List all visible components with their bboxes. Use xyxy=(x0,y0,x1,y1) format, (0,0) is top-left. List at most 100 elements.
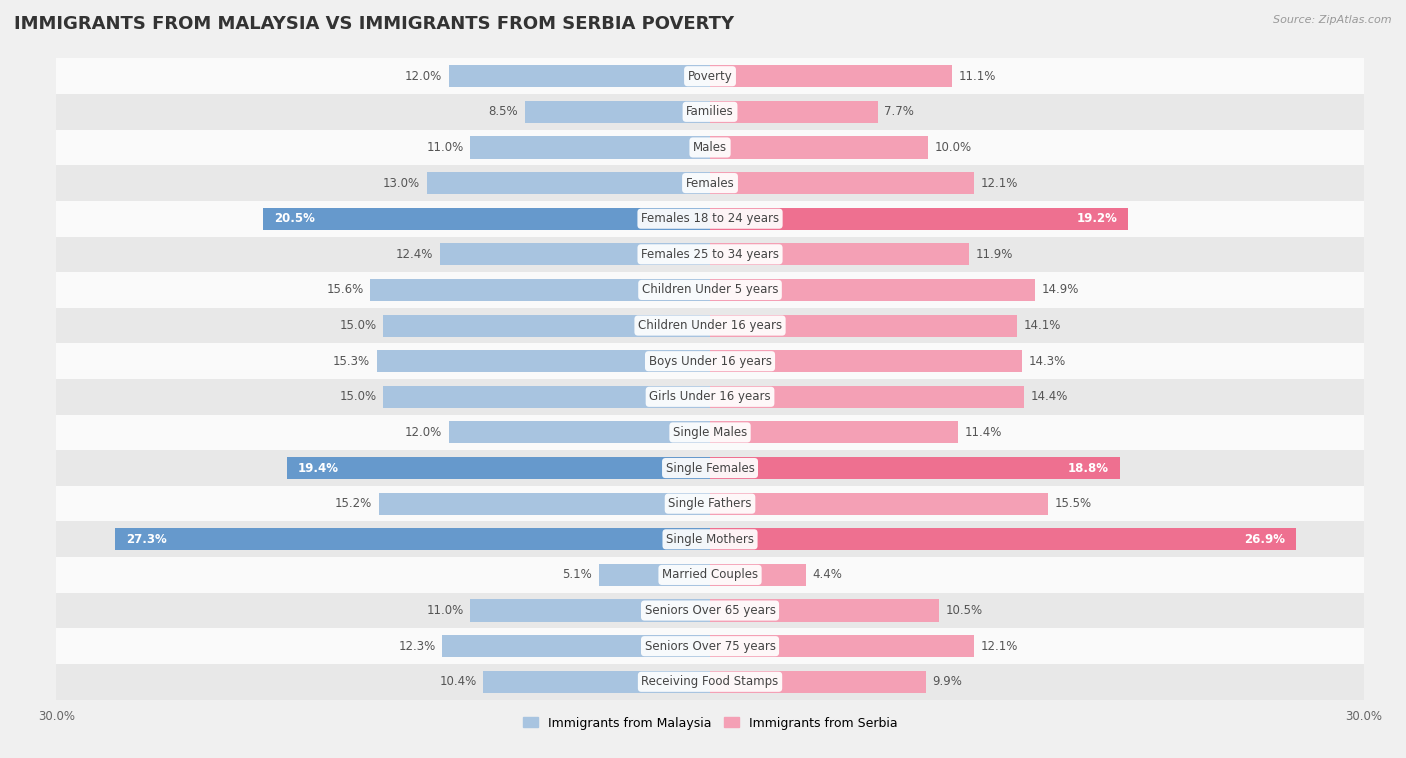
Text: 10.4%: 10.4% xyxy=(440,675,477,688)
Bar xyxy=(56,379,1364,415)
Text: Boys Under 16 years: Boys Under 16 years xyxy=(648,355,772,368)
Text: Girls Under 16 years: Girls Under 16 years xyxy=(650,390,770,403)
Bar xyxy=(710,600,939,622)
Bar xyxy=(56,236,1364,272)
Text: 12.3%: 12.3% xyxy=(398,640,436,653)
Text: 10.0%: 10.0% xyxy=(935,141,972,154)
Bar xyxy=(710,136,928,158)
Text: 12.4%: 12.4% xyxy=(396,248,433,261)
Text: 11.4%: 11.4% xyxy=(965,426,1002,439)
Bar xyxy=(441,635,710,657)
Text: 7.7%: 7.7% xyxy=(884,105,914,118)
Bar xyxy=(56,201,1364,236)
Text: Children Under 16 years: Children Under 16 years xyxy=(638,319,782,332)
Bar xyxy=(56,628,1364,664)
Text: Males: Males xyxy=(693,141,727,154)
Bar xyxy=(710,528,1296,550)
Bar xyxy=(263,208,710,230)
Text: 14.1%: 14.1% xyxy=(1024,319,1062,332)
Text: 20.5%: 20.5% xyxy=(274,212,315,225)
Text: Poverty: Poverty xyxy=(688,70,733,83)
Bar xyxy=(599,564,710,586)
Text: Females 18 to 24 years: Females 18 to 24 years xyxy=(641,212,779,225)
Text: Children Under 5 years: Children Under 5 years xyxy=(641,283,779,296)
Text: Single Males: Single Males xyxy=(673,426,747,439)
Bar xyxy=(370,279,710,301)
Text: 11.0%: 11.0% xyxy=(426,141,464,154)
Text: 10.5%: 10.5% xyxy=(945,604,983,617)
Bar xyxy=(377,350,710,372)
Text: 5.1%: 5.1% xyxy=(562,568,592,581)
Bar xyxy=(440,243,710,265)
Text: 13.0%: 13.0% xyxy=(382,177,420,190)
Text: Receiving Food Stamps: Receiving Food Stamps xyxy=(641,675,779,688)
Bar xyxy=(710,671,925,693)
Bar xyxy=(115,528,710,550)
Text: 15.2%: 15.2% xyxy=(335,497,373,510)
Text: 8.5%: 8.5% xyxy=(489,105,519,118)
Bar xyxy=(470,136,710,158)
Text: Seniors Over 65 years: Seniors Over 65 years xyxy=(644,604,776,617)
Bar xyxy=(710,457,1119,479)
Text: 14.4%: 14.4% xyxy=(1031,390,1067,403)
Text: Seniors Over 75 years: Seniors Over 75 years xyxy=(644,640,776,653)
Bar xyxy=(710,101,877,123)
Bar xyxy=(710,279,1035,301)
Bar xyxy=(710,172,974,194)
Bar xyxy=(710,386,1024,408)
Bar xyxy=(710,243,969,265)
Bar xyxy=(56,415,1364,450)
Bar xyxy=(56,664,1364,700)
Text: 15.0%: 15.0% xyxy=(339,319,377,332)
Bar xyxy=(710,635,974,657)
Text: 11.1%: 11.1% xyxy=(959,70,995,83)
Bar xyxy=(710,493,1047,515)
Text: Single Females: Single Females xyxy=(665,462,755,475)
Bar xyxy=(484,671,710,693)
Text: 14.9%: 14.9% xyxy=(1042,283,1078,296)
Text: 15.5%: 15.5% xyxy=(1054,497,1091,510)
Bar xyxy=(287,457,710,479)
Bar xyxy=(56,58,1364,94)
Bar xyxy=(710,208,1129,230)
Text: 14.3%: 14.3% xyxy=(1028,355,1066,368)
Bar xyxy=(382,386,710,408)
Bar xyxy=(56,308,1364,343)
Text: 12.1%: 12.1% xyxy=(980,640,1018,653)
Text: Source: ZipAtlas.com: Source: ZipAtlas.com xyxy=(1274,15,1392,25)
Bar xyxy=(56,343,1364,379)
Bar xyxy=(56,450,1364,486)
Text: 15.0%: 15.0% xyxy=(339,390,377,403)
Text: Females: Females xyxy=(686,177,734,190)
Bar xyxy=(710,350,1022,372)
Text: 27.3%: 27.3% xyxy=(127,533,167,546)
Text: IMMIGRANTS FROM MALAYSIA VS IMMIGRANTS FROM SERBIA POVERTY: IMMIGRANTS FROM MALAYSIA VS IMMIGRANTS F… xyxy=(14,15,734,33)
Text: Families: Families xyxy=(686,105,734,118)
Text: 11.9%: 11.9% xyxy=(976,248,1014,261)
Bar xyxy=(427,172,710,194)
Text: 9.9%: 9.9% xyxy=(932,675,962,688)
Bar xyxy=(449,65,710,87)
Text: 15.3%: 15.3% xyxy=(333,355,370,368)
Text: 15.6%: 15.6% xyxy=(326,283,364,296)
Bar xyxy=(56,522,1364,557)
Bar xyxy=(382,315,710,337)
Bar xyxy=(56,165,1364,201)
Bar xyxy=(56,272,1364,308)
Text: 4.4%: 4.4% xyxy=(813,568,842,581)
Text: 12.0%: 12.0% xyxy=(405,70,441,83)
Bar xyxy=(524,101,710,123)
Text: 12.1%: 12.1% xyxy=(980,177,1018,190)
Text: Females 25 to 34 years: Females 25 to 34 years xyxy=(641,248,779,261)
Text: 18.8%: 18.8% xyxy=(1067,462,1109,475)
Text: 19.2%: 19.2% xyxy=(1077,212,1118,225)
Bar xyxy=(56,130,1364,165)
Bar xyxy=(56,593,1364,628)
Text: 11.0%: 11.0% xyxy=(426,604,464,617)
Bar xyxy=(710,421,959,443)
Text: Single Mothers: Single Mothers xyxy=(666,533,754,546)
Bar xyxy=(710,65,952,87)
Bar xyxy=(710,315,1018,337)
Legend: Immigrants from Malaysia, Immigrants from Serbia: Immigrants from Malaysia, Immigrants fro… xyxy=(517,712,903,735)
Text: 12.0%: 12.0% xyxy=(405,426,441,439)
